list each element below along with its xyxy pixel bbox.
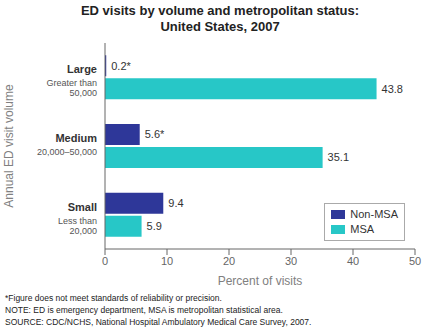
svg-text:20,000–50,000: 20,000–50,000 bbox=[37, 147, 97, 157]
svg-text:40: 40 bbox=[347, 255, 359, 267]
svg-text:20,000: 20,000 bbox=[69, 226, 97, 236]
svg-text:5.9: 5.9 bbox=[147, 220, 162, 232]
svg-text:35.1: 35.1 bbox=[328, 151, 349, 163]
svg-text:5.6*: 5.6* bbox=[145, 128, 165, 140]
svg-text:Small: Small bbox=[68, 201, 97, 213]
svg-text:Large: Large bbox=[67, 63, 97, 75]
svg-text:9.4: 9.4 bbox=[168, 197, 183, 209]
svg-text:Greater than: Greater than bbox=[46, 78, 97, 88]
svg-text:Medium: Medium bbox=[55, 132, 97, 144]
html-text:ED visits by volume and metrop: ED visits by volume and metropolitan sta… bbox=[80, 3, 360, 34]
svg-text:43.8: 43.8 bbox=[382, 83, 403, 95]
svg-text:50,000: 50,000 bbox=[69, 88, 97, 98]
html-text:MSA: MSA bbox=[350, 223, 375, 235]
svg-text:50: 50 bbox=[409, 255, 421, 267]
svg-text:0: 0 bbox=[102, 255, 108, 267]
html-text:NOTE: ED is emergency departme: NOTE: ED is emergency department, MSA is… bbox=[5, 305, 283, 315]
html-text:SOURCE: CDC/NCHS, National Hos: SOURCE: CDC/NCHS, National Hospital Ambu… bbox=[5, 317, 312, 327]
svg-text:0.2*: 0.2* bbox=[111, 60, 131, 72]
svg-text:Percent of visits: Percent of visits bbox=[218, 274, 303, 288]
svg-text:20: 20 bbox=[223, 255, 235, 267]
svg-text:Less than: Less than bbox=[58, 216, 97, 226]
svg-text:Annual ED visit volume: Annual ED visit volume bbox=[8, 84, 16, 208]
html-text:*Figure does not meet standard: *Figure does not meet standards of relia… bbox=[5, 293, 222, 303]
svg-text:10: 10 bbox=[161, 255, 173, 267]
html-text:Non-MSA: Non-MSA bbox=[350, 208, 398, 220]
svg-text:30: 30 bbox=[285, 255, 297, 267]
